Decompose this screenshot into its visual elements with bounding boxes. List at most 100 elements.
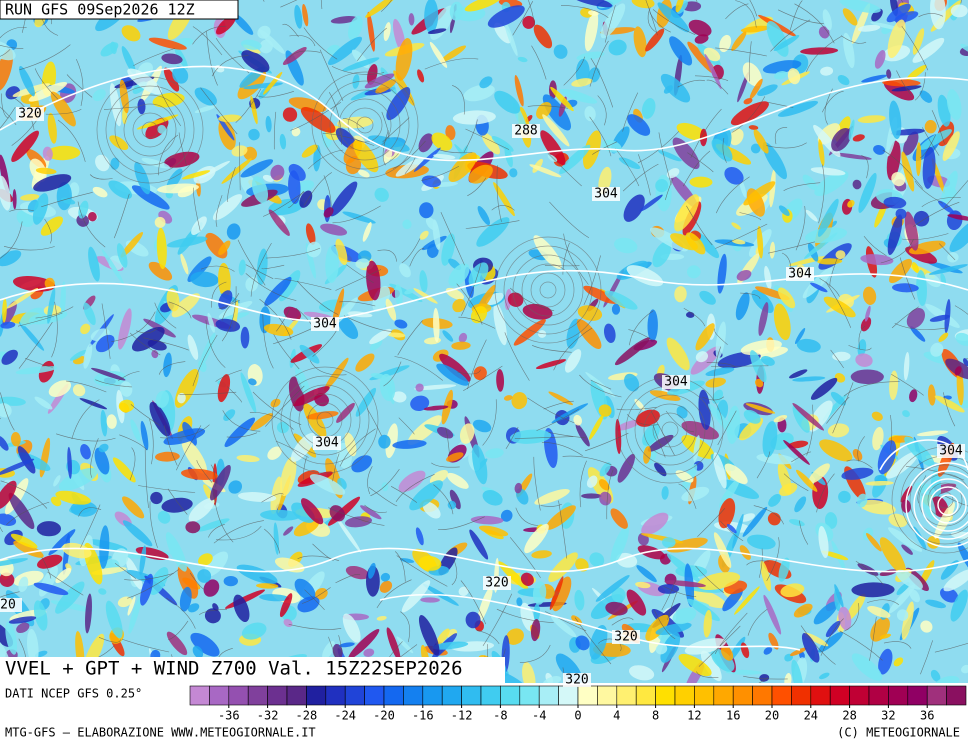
field-patch <box>719 34 732 53</box>
field-patch <box>449 1 464 21</box>
streamline <box>519 644 551 663</box>
streamline <box>261 264 285 270</box>
field-patch <box>35 167 57 175</box>
streamline <box>545 611 587 632</box>
field-patch <box>903 352 910 381</box>
field-patch <box>415 383 424 392</box>
field-patch <box>4 478 29 515</box>
streamline <box>0 44 24 49</box>
streamline <box>943 495 968 507</box>
streamline <box>746 560 769 566</box>
field-patch <box>742 506 768 537</box>
field-patch <box>92 89 106 102</box>
streamline <box>531 45 547 80</box>
streamline <box>275 440 309 458</box>
field-patch <box>910 326 926 342</box>
field-patch <box>458 332 468 343</box>
streamline <box>891 306 919 329</box>
streamline <box>739 212 762 221</box>
field-patch <box>238 259 246 276</box>
colorbar-box <box>713 685 734 706</box>
field-patch <box>595 575 630 602</box>
streamline <box>758 677 769 683</box>
streamline <box>869 616 877 661</box>
field-patch <box>28 81 68 102</box>
field-patch <box>760 355 775 366</box>
field-patch <box>248 128 260 141</box>
field-patch <box>487 5 525 28</box>
field-patch <box>276 421 289 434</box>
colorbar-box <box>286 685 307 706</box>
field-patch <box>669 36 693 66</box>
contour-label: 304 <box>594 187 618 202</box>
field-patch <box>413 288 438 304</box>
streamline <box>616 406 657 411</box>
field-patch <box>166 288 180 312</box>
streamline <box>843 381 900 397</box>
field-patch <box>336 402 355 423</box>
field-patch <box>705 377 726 388</box>
field-patch <box>643 446 652 464</box>
field-patch <box>355 353 375 372</box>
field-patch <box>818 139 825 167</box>
streamline <box>215 195 223 228</box>
field-patch <box>904 211 919 251</box>
field-patch <box>0 175 11 211</box>
colorbar-tick-label: -20 <box>373 709 395 723</box>
streamline <box>338 635 342 656</box>
field-patch <box>504 20 518 57</box>
contour-line <box>0 547 968 573</box>
streamline <box>768 241 816 254</box>
field-patch <box>395 38 413 81</box>
streamline <box>533 456 541 511</box>
field-patch <box>47 287 56 324</box>
colorbar-tick-label: 20 <box>765 709 779 723</box>
field-patch <box>623 194 645 222</box>
field-patch <box>559 88 598 104</box>
field-patch <box>676 122 707 141</box>
field-patch <box>694 34 709 44</box>
contour-label-bg <box>786 267 814 281</box>
colorbar-box <box>694 685 715 706</box>
field-patch <box>448 263 470 287</box>
field-patch <box>940 560 959 580</box>
field-patch <box>353 139 379 173</box>
streamline <box>200 87 238 135</box>
streamline <box>76 58 84 106</box>
streamline <box>650 410 675 456</box>
streamline <box>280 0 298 8</box>
field-patch <box>559 144 591 175</box>
colorbar-box <box>849 685 870 706</box>
field-patch <box>575 558 589 572</box>
field-patch <box>825 620 841 638</box>
streamline <box>899 257 916 300</box>
streamline <box>694 75 729 81</box>
streamline <box>658 132 672 185</box>
field-patch <box>901 544 913 555</box>
field-patch <box>847 200 855 208</box>
map <box>0 0 968 683</box>
field-patch <box>299 344 320 364</box>
field-patch <box>889 100 902 140</box>
field-patch <box>581 493 602 499</box>
streamline <box>332 205 381 224</box>
streamline <box>331 66 385 75</box>
streamline <box>398 417 415 435</box>
field-patch <box>88 246 100 282</box>
streamline <box>783 182 821 191</box>
streamline <box>149 501 158 548</box>
field-patch <box>203 579 220 597</box>
contour-label: 320 <box>18 107 41 122</box>
field-patch <box>633 26 647 58</box>
field-patch <box>740 25 771 33</box>
field-patch <box>830 391 846 406</box>
streamline <box>463 365 503 392</box>
streamline <box>196 460 213 483</box>
field-patch <box>713 452 727 489</box>
streamline <box>303 27 338 60</box>
streamline <box>458 316 496 329</box>
streamline <box>799 520 809 545</box>
field-patch <box>264 276 292 306</box>
field-patch <box>98 588 107 595</box>
